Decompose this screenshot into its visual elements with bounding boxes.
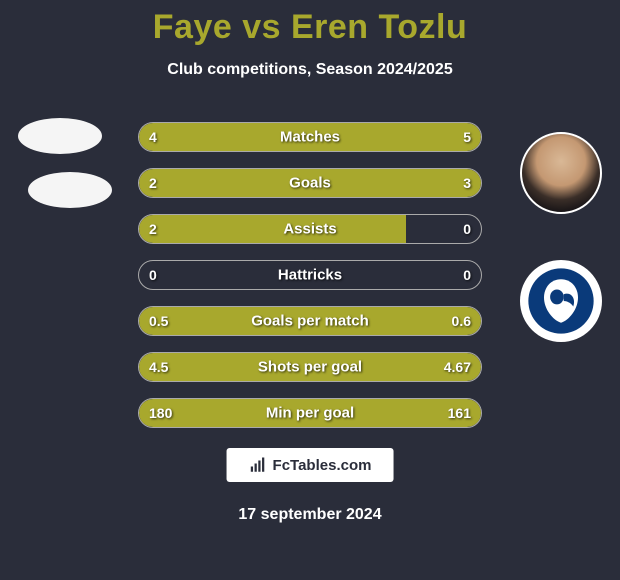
stat-label: Assists <box>283 221 336 238</box>
stat-row-matches: 4 Matches 5 <box>138 122 482 152</box>
left-club-crest <box>28 172 112 208</box>
stat-right-value: 3 <box>463 175 471 191</box>
chart-icon <box>249 456 267 474</box>
stat-label: Min per goal <box>266 405 354 422</box>
date-text: 17 september 2024 <box>238 506 381 524</box>
right-club-crest <box>520 260 602 342</box>
bar-fill-left <box>139 169 276 197</box>
stat-right-value: 4.67 <box>444 359 471 375</box>
bar-fill-left <box>139 123 289 151</box>
stat-left-value: 4 <box>149 129 157 145</box>
stat-right-value: 5 <box>463 129 471 145</box>
comparison-title: Faye vs Eren Tozlu <box>0 0 620 47</box>
erzurumspor-icon <box>527 267 595 335</box>
stat-left-value: 0 <box>149 267 157 283</box>
stat-left-value: 2 <box>149 221 157 237</box>
brand-text: FcTables.com <box>273 457 372 474</box>
right-player-avatar <box>520 132 602 214</box>
bar-fill-left <box>139 215 406 243</box>
stat-right-value: 0 <box>463 267 471 283</box>
stat-left-value: 2 <box>149 175 157 191</box>
stat-right-value: 0.6 <box>452 313 471 329</box>
stat-label: Shots per goal <box>258 359 362 376</box>
stat-row-min-per-goal: 180 Min per goal 161 <box>138 398 482 428</box>
stat-label: Goals <box>289 175 331 192</box>
stat-left-value: 0.5 <box>149 313 168 329</box>
brand-badge[interactable]: FcTables.com <box>227 448 394 482</box>
left-player-avatar <box>18 118 102 154</box>
stat-right-value: 161 <box>448 405 471 421</box>
stat-row-shots-per-goal: 4.5 Shots per goal 4.67 <box>138 352 482 382</box>
stat-row-hattricks: 0 Hattricks 0 <box>138 260 482 290</box>
stat-row-goals: 2 Goals 3 <box>138 168 482 198</box>
stat-left-value: 4.5 <box>149 359 168 375</box>
stat-label: Goals per match <box>251 313 369 330</box>
stats-bars: 4 Matches 5 2 Goals 3 2 Assists 0 0 Hattricks 0 0.5 G… <box>138 122 482 444</box>
stat-left-value: 180 <box>149 405 172 421</box>
stat-right-value: 0 <box>463 221 471 237</box>
stat-label: Hattricks <box>278 267 342 284</box>
stat-label: Matches <box>280 129 340 146</box>
stat-row-goals-per-match: 0.5 Goals per match 0.6 <box>138 306 482 336</box>
season-subtitle: Club competitions, Season 2024/2025 <box>0 61 620 79</box>
stat-row-assists: 2 Assists 0 <box>138 214 482 244</box>
